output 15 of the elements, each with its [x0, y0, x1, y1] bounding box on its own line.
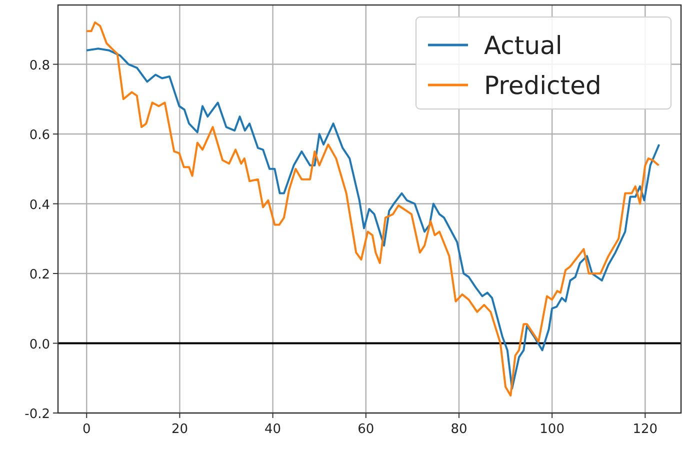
- x-tick-label: 100: [540, 422, 564, 437]
- y-tick-label: 0.0: [29, 337, 50, 352]
- y-tick-label: 0.2: [29, 268, 50, 283]
- y-tick-label: 0.8: [29, 58, 50, 74]
- x-tick-label: 0: [82, 422, 91, 437]
- legend-label: Actual: [484, 31, 562, 60]
- x-tick-label: 20: [171, 422, 188, 437]
- legend-label: Predicted: [484, 71, 602, 100]
- x-tick-label: 60: [358, 422, 374, 437]
- y-tick-label: 0.6: [29, 128, 50, 144]
- y-tick-label: 0.4: [29, 198, 50, 213]
- x-tick-label: 120: [632, 422, 658, 437]
- x-tick-label: 40: [264, 422, 282, 437]
- x-tick-label: 80: [450, 422, 468, 437]
- y-tick-label: -0.2: [24, 407, 50, 422]
